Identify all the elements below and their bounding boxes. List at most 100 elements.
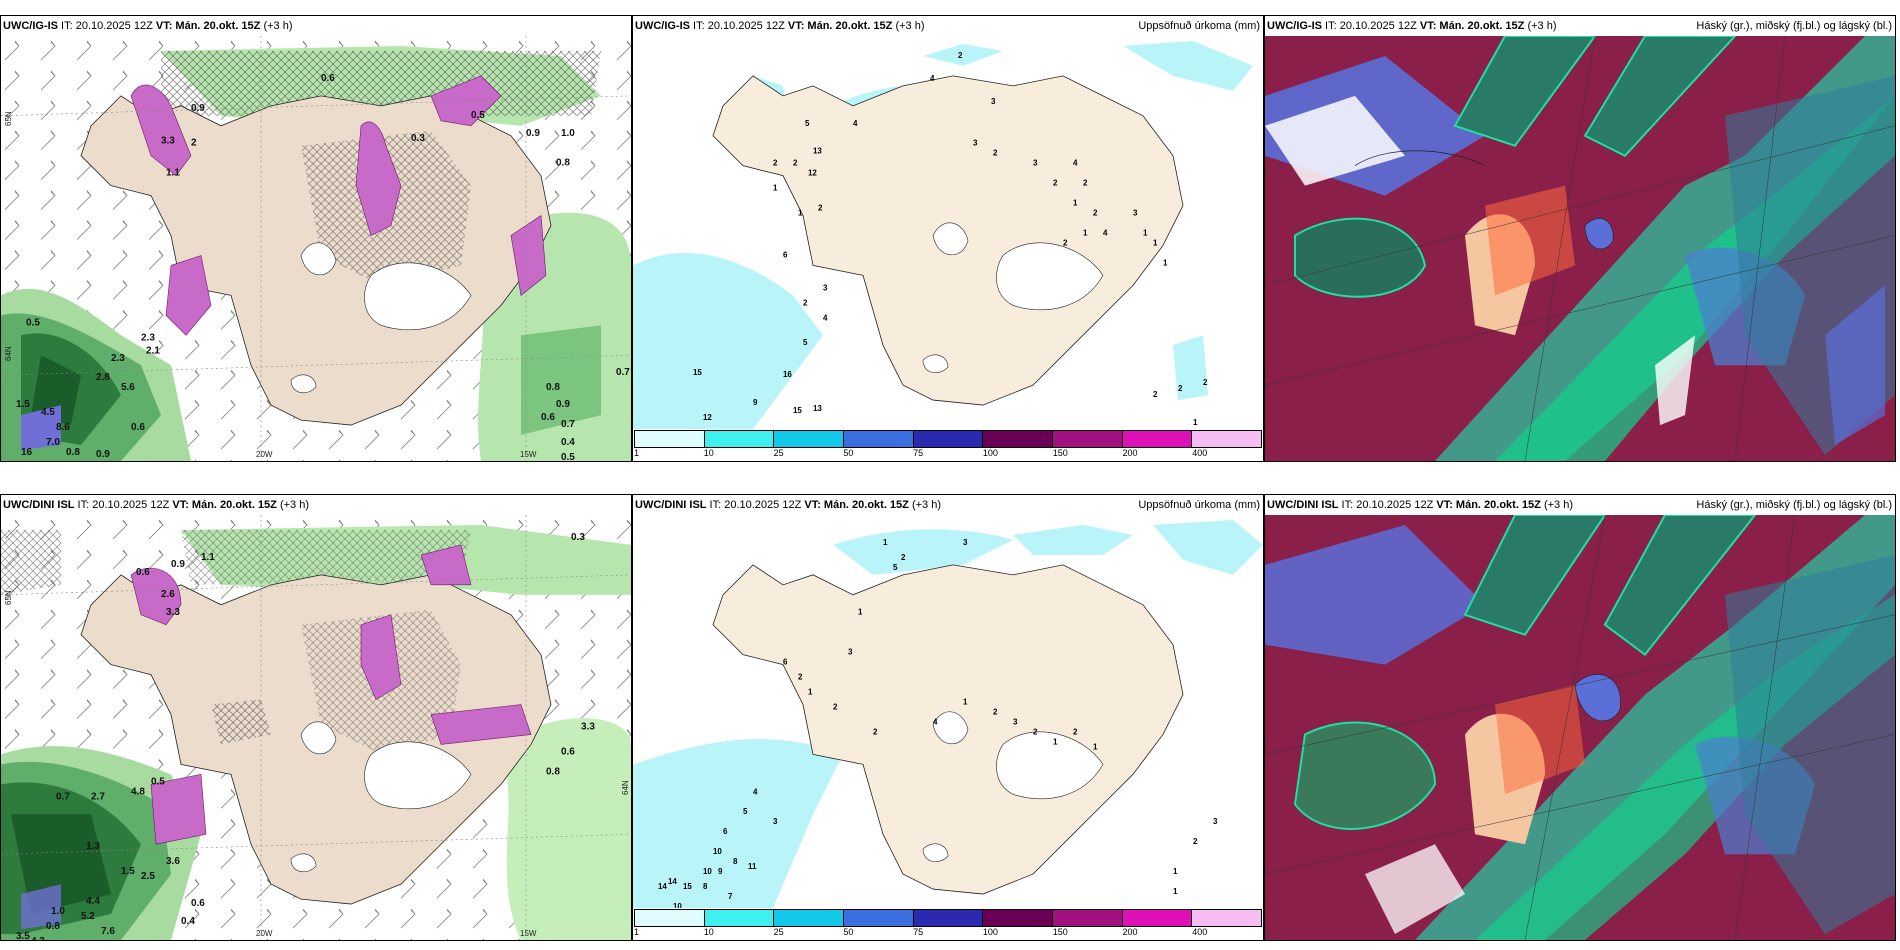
precip-value: 6: [783, 658, 788, 667]
field-title: Uppsöfnuð úrkoma (mm): [1138, 20, 1260, 32]
precip-value: 0.5: [471, 110, 485, 121]
precip-value: 0.3: [571, 532, 585, 543]
precip-value-labels: 0.60.923.31.10.30.81.00.90.52.32.12.32.8…: [16, 73, 630, 461]
lat-label-64n: 64N: [621, 780, 630, 795]
precip-value: 3.5: [16, 931, 30, 940]
precip-value: 7.6: [101, 926, 115, 937]
valid-time: Mán. 20.okt. 15Z: [820, 499, 909, 511]
precip-value: 0.9: [556, 399, 570, 410]
colorbar-label: 100: [982, 927, 998, 937]
precip-value: 0.8: [46, 921, 60, 932]
precip-value: 9: [718, 867, 723, 876]
precip-value: 0.6: [541, 412, 555, 423]
vt-label: VT:: [172, 499, 189, 511]
precip-value: 11: [748, 862, 757, 871]
precip-value: 16: [783, 370, 792, 379]
precip-value: 3: [1033, 159, 1038, 168]
precip-value: 4: [823, 313, 828, 322]
vt-label: VT:: [1436, 499, 1453, 511]
precip-value-labels: 0.31.10.92.63.30.60.50.71.31.52.54.43.54…: [16, 532, 595, 940]
precip-value: 15: [793, 406, 802, 415]
colorbar-label: 150: [1052, 927, 1068, 937]
precip-value: 2: [833, 703, 838, 712]
precip-value: 2.8: [96, 372, 110, 383]
colorbar: 1 10 25 50 75 100 150 200 400: [634, 909, 1262, 939]
colorbar-label: 400: [1192, 927, 1208, 937]
precip-value: 1.1: [166, 168, 180, 179]
precip-value: 0.8: [66, 447, 80, 458]
precip-value: 1: [1173, 867, 1178, 876]
precip-value: 13: [813, 404, 822, 413]
precip-value: 0.9: [526, 128, 540, 139]
precip-value: 16: [21, 447, 33, 458]
colorbar-swatch: [1053, 431, 1123, 447]
colorbar-swatch: [635, 431, 705, 447]
precip-value: 4: [930, 74, 935, 83]
panel-bottom-mid-accum-precip: UWC/DINI ISL IT: 20.10.2025 12Z VT: Mán.…: [632, 494, 1264, 941]
map-canvas: [1265, 515, 1895, 940]
init-time: IT: 20.10.2025 12Z: [1338, 499, 1437, 511]
panel-header: UWC/IG-IS IT: 20.10.2025 12Z VT: Mán. 20…: [633, 16, 1263, 36]
init-time: IT: 20.10.2025 12Z: [74, 499, 173, 511]
lead-time: (+3 h): [260, 20, 293, 32]
panel-header: UWC/IG-IS IT: 20.10.2025 12Z VT: Mán. 20…: [1265, 16, 1895, 36]
init-time: IT: 20.10.2025 12Z: [58, 20, 156, 32]
precip-value: 2: [1153, 390, 1158, 399]
precip-value: 2.1: [146, 345, 160, 356]
colorbar-swatch: [1192, 910, 1262, 926]
precip-value: 7: [728, 892, 733, 901]
precip-value: 2.6: [161, 589, 175, 600]
precip-value: 2: [1063, 238, 1068, 247]
model-name: UWC/DINI ISL: [635, 499, 707, 511]
precip-value: 4: [853, 119, 858, 128]
precip-value: 14: [658, 882, 667, 891]
precip-value: 3: [1013, 717, 1018, 726]
precip-value: 10: [673, 902, 682, 908]
precip-value: 12: [703, 413, 712, 422]
precip-value: 1: [1073, 199, 1078, 208]
lon-label-15w: 15W: [520, 929, 537, 938]
precip-value: 2: [818, 204, 823, 213]
field-title: Háský (gr.), miðský (fj.bl.) og lágský (…: [1696, 499, 1892, 511]
precip-value: 8: [703, 882, 708, 891]
colorbar-swatch: [774, 910, 845, 926]
precip-value: 5.6: [121, 382, 135, 393]
colorbar-label: 10: [703, 927, 714, 937]
colorbar-label: 10: [703, 448, 714, 458]
panel-header: UWC/DINI ISL IT: 20.10.2025 12Z VT: Mán.…: [1, 495, 631, 515]
colorbar-label: 75: [913, 927, 924, 937]
precip-value: 2: [803, 298, 808, 307]
precip-value: 0.6: [131, 422, 145, 433]
map-canvas: 0.31.10.92.63.30.60.50.71.31.52.54.43.54…: [1, 515, 631, 940]
colorbar-swatch: [1053, 910, 1123, 926]
precip-value: 2: [1073, 727, 1078, 736]
vt-label: VT:: [787, 20, 805, 32]
precip-value: 3: [823, 283, 828, 292]
colorbar-swatch: [704, 431, 775, 447]
precip-value: 0.7: [56, 791, 70, 802]
vt-label: VT:: [804, 499, 821, 511]
precip-value: 1: [1143, 229, 1148, 238]
init-time: IT: 20.10.2025 12Z: [690, 20, 788, 32]
lat-label-65n: 65N: [4, 111, 13, 126]
precip-value: 1.5: [121, 866, 135, 877]
map-canvas: 0.60.923.31.10.30.81.00.90.52.32.12.32.8…: [1, 36, 631, 461]
colorbar-swatch: [774, 431, 845, 447]
precip-value: 2: [958, 51, 963, 60]
precip-value: 1: [1163, 258, 1168, 267]
panel-header: UWC/IG-IS IT: 20.10.2025 12Z VT: Mán. 20…: [1, 16, 631, 36]
colorbar-swatch: [1192, 431, 1262, 447]
map-clouds: [1265, 36, 1895, 461]
precip-value: 0.8: [546, 766, 560, 777]
colorbar-label: 200: [1122, 448, 1138, 458]
panel-bottom-left-wind-precip: UWC/DINI ISL IT: 20.10.2025 12Z VT: Mán.…: [0, 494, 632, 941]
precip-value: 3.3: [161, 136, 175, 147]
precip-value: 2: [191, 138, 197, 149]
panel-header: UWC/DINI ISL IT: 20.10.2025 12Z VT: Mán.…: [1265, 495, 1895, 515]
precip-value: 10: [703, 867, 712, 876]
colorbar-label: 25: [773, 448, 784, 458]
colorbar-label: 200: [1122, 927, 1138, 937]
colorbar-label: 75: [913, 448, 924, 458]
precip-value: 3: [991, 97, 996, 106]
